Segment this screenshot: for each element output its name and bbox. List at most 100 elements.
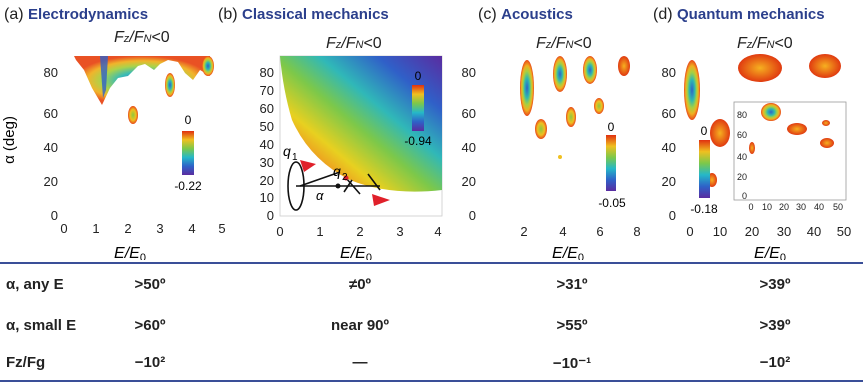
arrow-q1-icon [300, 160, 316, 172]
svg-text:0: 0 [267, 208, 274, 223]
panel-b-label: (b) Classical mechanics [218, 6, 389, 24]
svg-text:70: 70 [260, 83, 274, 98]
svg-text:20: 20 [745, 224, 759, 239]
svg-text:4: 4 [559, 224, 566, 239]
colorbar-a-top-label: 0 [185, 113, 192, 127]
tick-a-x0: 0 [60, 221, 67, 236]
tick-a-x4: 4 [188, 221, 195, 236]
condition-label-d: Fz/FN<0 [737, 35, 793, 52]
colorbar-b-top-label: 0 [415, 69, 422, 83]
svg-text:50: 50 [837, 224, 851, 239]
panel-d-title: Quantum mechanics [677, 6, 825, 23]
svg-text:20: 20 [737, 172, 747, 182]
panel-a-letter: (a) [4, 6, 24, 23]
colorbar-d [699, 140, 710, 198]
condition-label-b: Fz/FN<0 [326, 35, 382, 52]
row-force-ratio-d: −10² [759, 354, 791, 371]
contour-a-spot3 [202, 56, 214, 76]
svg-text:-0.05: -0.05 [598, 196, 626, 210]
row-small-e-a: >60º [134, 317, 166, 334]
svg-text:50: 50 [260, 119, 274, 134]
panel-c-label: (c) Acoustics [478, 6, 573, 24]
svg-text:30: 30 [260, 155, 274, 170]
panel-b-title: Classical mechanics [242, 6, 389, 23]
panel-d-plot: 0 20 40 60 80 0 10 20 30 40 50 0 -0.18 0… [662, 54, 851, 239]
figure-canvas: α (deg) 0 -0.22 0 20 40 60 80 0 1 2 3 4 … [1, 54, 851, 260]
diagram-q1-sub: 1 [292, 152, 298, 163]
colorbar-a [182, 131, 194, 175]
row-force-ratio-b: — [352, 354, 368, 371]
colorbar-a-bottom-label: -0.22 [174, 179, 202, 193]
contour-b-region [280, 56, 442, 192]
svg-text:60: 60 [260, 101, 274, 116]
tick-a-y4: 80 [44, 65, 58, 80]
svg-text:0: 0 [742, 191, 747, 201]
svg-text:40: 40 [814, 202, 824, 212]
svg-text:0: 0 [608, 120, 615, 134]
x-axis-label-b: E/E0 [340, 245, 372, 260]
x-axis-label-a: E/E0 [114, 245, 146, 260]
panel-d-label: (d) Quantum mechanics [653, 6, 825, 24]
svg-text:60: 60 [462, 106, 476, 121]
svg-text:1: 1 [316, 224, 323, 239]
panel-c-plot: 0 -0.05 0 20 40 60 80 2 4 6 8 [462, 56, 641, 239]
tick-a-x5: 5 [218, 221, 225, 236]
svg-text:80: 80 [737, 110, 747, 120]
svg-text:20: 20 [662, 174, 676, 189]
contour-a-spot2 [165, 73, 175, 97]
svg-text:0: 0 [686, 224, 693, 239]
colorbar-b [412, 85, 424, 131]
x-axis-label-c: E/E0 [552, 245, 584, 260]
svg-text:0: 0 [276, 224, 283, 239]
colorbar-c [606, 135, 616, 191]
row-force-ratio-c: −10⁻¹ [552, 355, 592, 372]
svg-text:0: 0 [669, 208, 676, 223]
svg-text:40: 40 [737, 152, 747, 162]
diagram-alpha-label: α [316, 188, 324, 203]
condition-label-c: Fz/FN<0 [536, 35, 592, 52]
svg-text:80: 80 [462, 65, 476, 80]
tick-a-y0: 0 [51, 208, 58, 223]
contour-c-spot1 [520, 60, 534, 116]
diagram-q2-sub: 2 [342, 172, 348, 183]
row-small-e-d: >39º [759, 317, 791, 334]
row-force-ratio-label: Fz/Fg [6, 354, 46, 371]
panel-d-letter: (d) [653, 6, 673, 23]
svg-text:40: 40 [662, 140, 676, 155]
svg-text:0: 0 [701, 124, 708, 138]
svg-text:40: 40 [807, 224, 821, 239]
svg-text:40: 40 [260, 137, 274, 152]
svg-text:-0.18: -0.18 [690, 202, 718, 216]
svg-text:4: 4 [434, 224, 441, 239]
svg-text:50: 50 [833, 202, 843, 212]
svg-text:10: 10 [762, 202, 772, 212]
row-force-ratio-a: −10² [134, 354, 166, 371]
svg-text:40: 40 [462, 140, 476, 155]
svg-text:80: 80 [662, 65, 676, 80]
table-bottom-rule [0, 380, 863, 382]
tick-a-x2: 2 [124, 221, 131, 236]
condition-label-a: Fz/FN<0 [114, 29, 170, 46]
svg-text:80: 80 [260, 65, 274, 80]
panel-b-plot: 0 -0.94 q 1 q 2 α 0 10 20 30 40 50 60 70 [260, 55, 443, 239]
row-any-e-d: >39º [759, 276, 791, 293]
y-axis-label: α (deg) [1, 116, 18, 164]
contour-d-spot1 [684, 60, 700, 120]
table-top-rule [0, 262, 863, 264]
svg-text:8: 8 [633, 224, 640, 239]
row-any-e-a: >50º [134, 276, 166, 293]
svg-text:10: 10 [260, 190, 274, 205]
panel-c-title: Acoustics [501, 6, 573, 23]
arrow-q2-icon [372, 194, 390, 206]
row-any-e-label: α, any E [6, 276, 64, 293]
svg-text:3: 3 [396, 224, 403, 239]
diagram-q1-label: q [283, 143, 291, 159]
diagram-trajectory [299, 171, 341, 187]
svg-text:2: 2 [520, 224, 527, 239]
contour-a-spot1 [128, 106, 138, 124]
panel-a-label: (a) Electrodynamics [4, 6, 148, 24]
tick-a-y3: 60 [44, 106, 58, 121]
svg-text:30: 30 [796, 202, 806, 212]
panel-a-title: Electrodynamics [28, 6, 149, 23]
tick-a-x1: 1 [92, 221, 99, 236]
